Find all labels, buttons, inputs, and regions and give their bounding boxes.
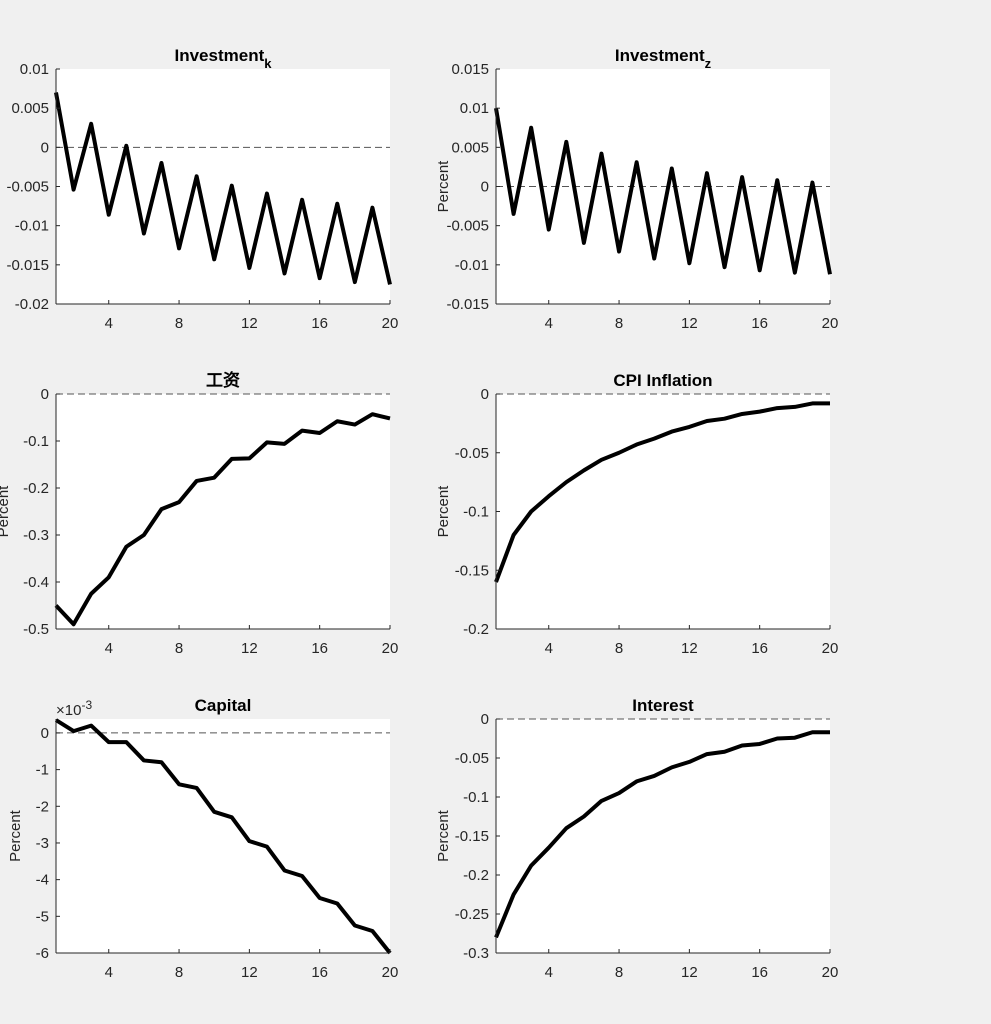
y-tick-label: -0.2 (463, 621, 489, 638)
y-axis-label: Percent (0, 485, 12, 538)
y-tick-label: 0.005 (451, 139, 489, 156)
y-tick-label: 0.01 (460, 100, 489, 117)
y-tick-label: -0.4 (23, 574, 49, 591)
series-line (54, 92, 392, 285)
y-exponent-label: ×10-3 (56, 698, 92, 719)
series-line (494, 107, 832, 275)
x-tick-label: 12 (241, 315, 258, 332)
y-tick-label: -0.3 (463, 945, 489, 962)
x-tick-label: 12 (241, 964, 258, 981)
x-tick-label: 20 (382, 640, 399, 657)
subplot-1: 4 8 12 16 20 -0.02 -0.015 -0.01 -0.005 0 0.005 0.01… (6, 46, 398, 332)
x-tick-label: 20 (822, 964, 839, 981)
y-tick-label: -3 (36, 835, 49, 852)
axes-background (56, 69, 390, 304)
x-tick-label: 20 (822, 640, 839, 657)
y-tick-label: -0.05 (455, 445, 489, 462)
y-axis-label: Percent (7, 809, 24, 862)
series-line (494, 730, 830, 939)
y-tick-label: -0.02 (15, 296, 49, 313)
x-tick-label: 4 (105, 964, 113, 981)
subplot-title: 工资 (206, 370, 240, 390)
axes-background (496, 394, 830, 629)
y-tick-label: -0.05 (455, 750, 489, 767)
x-tick-label: 20 (382, 964, 399, 981)
y-tick-label: -0.2 (463, 867, 489, 884)
y-tick-label: -0.15 (455, 828, 489, 845)
y-tick-label: -0.3 (23, 527, 49, 544)
y-tick-label: -4 (36, 872, 49, 889)
subplot-2: 4 8 12 16 20 -0.015 -0.01 -0.005 0 0.005 0.01 0.015… (435, 46, 838, 332)
x-tick-label: 4 (105, 315, 113, 332)
y-tick-label: -0.005 (6, 179, 49, 196)
axes-background (56, 719, 390, 953)
x-tick-label: 8 (175, 315, 183, 332)
y-tick-label: -0.1 (23, 433, 49, 450)
y-tick-label: -1 (36, 762, 49, 779)
x-tick-label: 12 (681, 315, 698, 332)
series-line (494, 401, 830, 583)
series-line (54, 412, 391, 627)
x-tick-label: 16 (751, 315, 768, 332)
y-tick-label: 0 (41, 139, 49, 156)
x-tick-label: 12 (681, 640, 698, 657)
y-tick-label: 0 (481, 386, 489, 403)
y-tick-label: 0 (481, 711, 489, 728)
x-tick-label: 4 (545, 640, 553, 657)
series-line (54, 718, 392, 955)
x-tick-label: 16 (311, 964, 328, 981)
y-tick-label: -0.015 (6, 257, 49, 274)
x-tick-label: 16 (751, 640, 768, 657)
y-tick-label: -0.5 (23, 621, 49, 638)
y-tick-label: -0.15 (455, 562, 489, 579)
subplot-6: 4 8 12 16 20 -0.3 -0.25 -0.2 -0.15 -0.1 -0.05 0 Inte… (435, 696, 838, 981)
x-tick-label: 8 (175, 964, 183, 981)
y-tick-label: 0 (41, 386, 49, 403)
x-tick-label: 8 (615, 315, 623, 332)
y-axis-label: Percent (435, 160, 452, 213)
y-tick-label: -0.2 (23, 480, 49, 497)
x-tick-label: 12 (241, 640, 258, 657)
y-tick-label: -0.005 (446, 218, 489, 235)
y-tick-label: 0.005 (11, 100, 49, 117)
subplot-title: Investmentz (615, 46, 712, 71)
y-tick-label: 0 (41, 725, 49, 742)
x-tick-label: 16 (751, 964, 768, 981)
subplot-5: 4 8 12 16 20 -6 -5 -4 -3 -2 -1 0 Capital Percent ×10-3 (7, 696, 398, 981)
subplot-title: Capital (195, 696, 252, 715)
subplot-3: 4 8 12 16 20 -0.5 -0.4 -0.3 -0.2 -0.1 0 工资 Percent (0, 370, 398, 657)
y-tick-label: -0.1 (463, 789, 489, 806)
subplot-title: Investmentk (175, 46, 273, 71)
subplot-4: 4 8 12 16 20 -0.2 -0.15 -0.1 -0.05 0 CPI Inflation… (435, 371, 838, 657)
y-tick-label: -0.1 (463, 504, 489, 521)
x-tick-label: 8 (615, 964, 623, 981)
x-tick-label: 20 (382, 315, 399, 332)
y-tick-label: -0.01 (15, 218, 49, 235)
x-tick-label: 12 (681, 964, 698, 981)
subplot-title: CPI Inflation (613, 371, 712, 390)
x-tick-label: 8 (615, 640, 623, 657)
x-tick-label: 16 (311, 640, 328, 657)
axes-background (496, 719, 830, 953)
x-tick-label: 8 (175, 640, 183, 657)
y-tick-label: 0 (481, 179, 489, 196)
axes-background (56, 394, 390, 629)
x-tick-label: 4 (545, 964, 553, 981)
y-tick-label: 0.015 (451, 61, 489, 78)
y-tick-label: -0.25 (455, 906, 489, 923)
y-tick-label: -5 (36, 908, 49, 925)
y-axis-label: Percent (435, 485, 452, 538)
y-tick-label: 0.01 (20, 61, 49, 78)
x-tick-label: 16 (311, 315, 328, 332)
y-axis-label: Percent (435, 809, 452, 862)
subplot-title: Interest (632, 696, 694, 715)
y-tick-label: -6 (36, 945, 49, 962)
y-tick-label: -0.01 (455, 257, 489, 274)
x-tick-label: 4 (105, 640, 113, 657)
y-tick-label: -2 (36, 798, 49, 815)
x-tick-label: 4 (545, 315, 553, 332)
x-tick-label: 20 (822, 315, 839, 332)
y-tick-label: -0.015 (446, 296, 489, 313)
